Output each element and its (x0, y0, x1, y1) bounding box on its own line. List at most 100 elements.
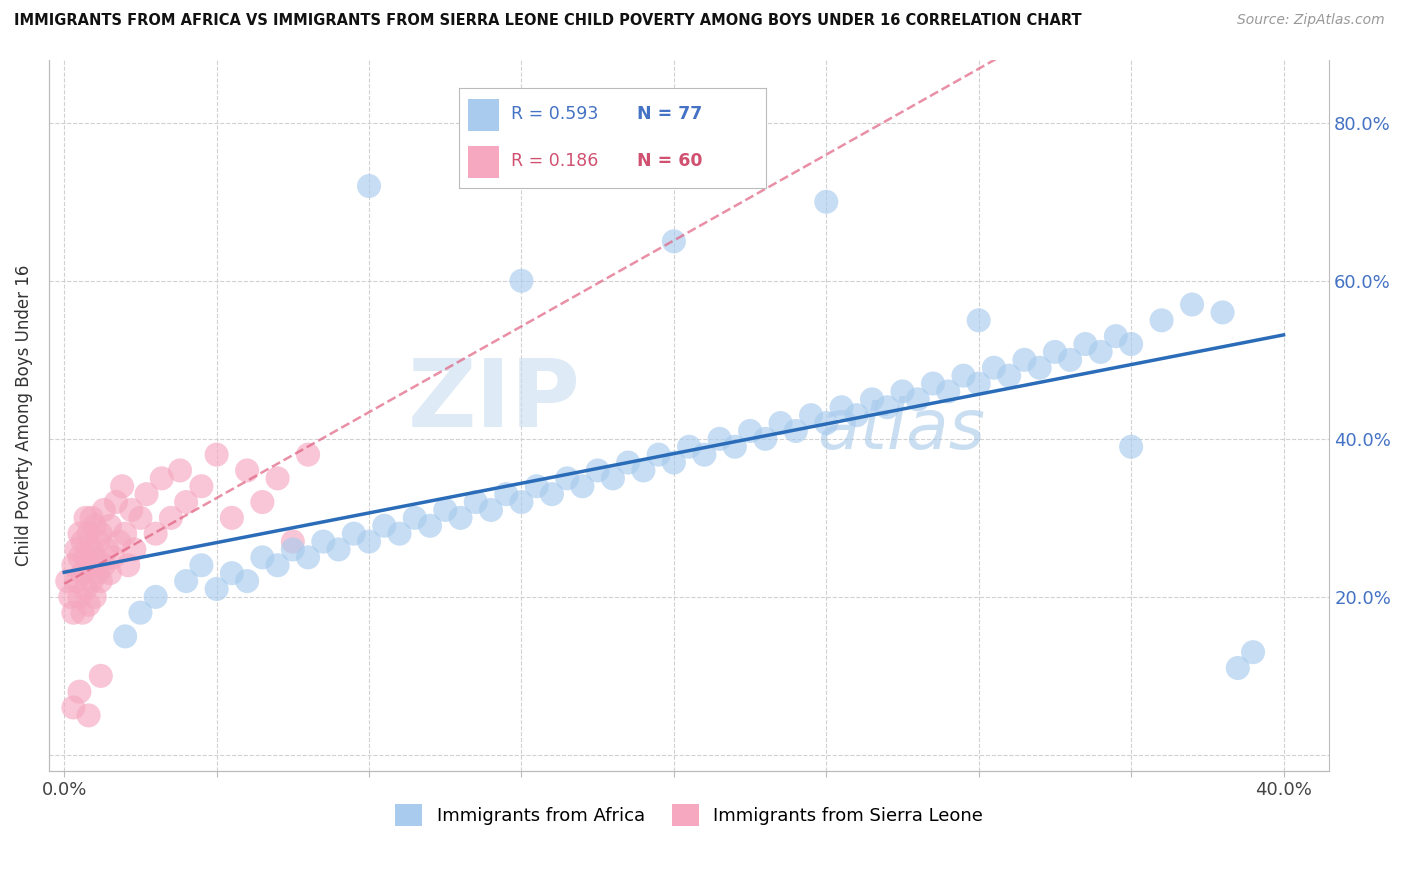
Point (65, 542, 87, 557)
Point (221, 566, 243, 581)
Point (205, 448, 228, 462)
Point (77, 598, 100, 612)
Point (72, 606, 94, 620)
Point (114, 526, 136, 541)
Text: ZIP: ZIP (408, 355, 581, 447)
Point (59, 590, 82, 604)
Point (98, 518, 121, 533)
Point (77, 558, 100, 573)
Text: IMMIGRANTS FROM AFRICA VS IMMIGRANTS FROM SIERRA LEONE CHILD POVERTY AMONG BOYS : IMMIGRANTS FROM AFRICA VS IMMIGRANTS FRO… (14, 13, 1081, 29)
Point (815, 194, 838, 209)
Text: atlas: atlas (817, 396, 986, 463)
Point (328, 542, 350, 557)
Point (62, 606, 84, 620)
Point (495, 487, 517, 501)
Point (75, 582, 97, 596)
Point (860, 392, 883, 407)
Text: Source: ZipAtlas.com: Source: ZipAtlas.com (1237, 13, 1385, 28)
Point (69, 526, 91, 541)
Legend: Immigrants from Africa, Immigrants from Sierra Leone: Immigrants from Africa, Immigrants from … (395, 804, 983, 826)
Point (266, 471, 288, 485)
Point (69, 550, 91, 565)
Point (907, 392, 929, 407)
Point (891, 384, 914, 399)
Point (404, 511, 426, 525)
Point (952, 368, 974, 383)
Point (205, 582, 228, 596)
Point (281, 534, 304, 549)
Point (602, 471, 624, 485)
Point (145, 590, 167, 604)
Point (96, 542, 118, 557)
Point (647, 448, 669, 462)
Point (967, 376, 990, 391)
Point (69, 590, 91, 604)
Point (1074, 337, 1097, 351)
Point (633, 463, 655, 477)
Point (129, 606, 152, 620)
Point (90, 574, 112, 588)
Point (1119, 337, 1142, 351)
Point (1119, 440, 1142, 454)
Point (111, 479, 134, 493)
Point (80, 574, 103, 588)
Point (1090, 345, 1112, 359)
Point (693, 448, 716, 462)
Point (108, 534, 131, 549)
Point (266, 558, 288, 573)
Point (169, 463, 191, 477)
Point (724, 440, 747, 454)
Point (83, 590, 105, 604)
Point (297, 550, 319, 565)
Point (800, 408, 823, 422)
Point (252, 550, 274, 565)
Point (1241, 645, 1264, 659)
Point (464, 495, 486, 509)
Point (93, 558, 115, 573)
Point (510, 274, 533, 288)
Point (1105, 329, 1128, 343)
Point (769, 416, 792, 430)
Point (117, 558, 139, 573)
Point (555, 471, 578, 485)
Point (114, 629, 136, 643)
Point (297, 448, 319, 462)
Point (936, 384, 959, 399)
Point (357, 534, 380, 549)
Point (1014, 352, 1036, 367)
Point (785, 424, 807, 438)
Point (526, 479, 548, 493)
Point (145, 526, 167, 541)
Point (90, 669, 112, 683)
Point (373, 518, 395, 533)
Point (129, 511, 152, 525)
Point (77, 708, 100, 723)
Point (174, 574, 197, 588)
Point (75, 511, 97, 525)
Point (101, 550, 124, 565)
Point (69, 684, 91, 698)
Point (1181, 297, 1204, 311)
Point (998, 368, 1021, 383)
Point (77, 526, 100, 541)
Point (831, 401, 853, 415)
Point (983, 360, 1005, 375)
Point (434, 503, 457, 517)
Point (80, 511, 103, 525)
Point (281, 542, 304, 557)
Point (738, 424, 761, 438)
Point (236, 574, 259, 588)
Point (571, 479, 593, 493)
Point (98, 566, 121, 581)
Point (87, 534, 110, 549)
Point (93, 503, 115, 517)
Point (1059, 352, 1081, 367)
Point (80, 542, 103, 557)
Point (190, 558, 212, 573)
Point (83, 550, 105, 565)
Point (190, 479, 212, 493)
Point (343, 526, 366, 541)
Point (388, 526, 411, 541)
Point (120, 503, 142, 517)
Point (815, 416, 838, 430)
